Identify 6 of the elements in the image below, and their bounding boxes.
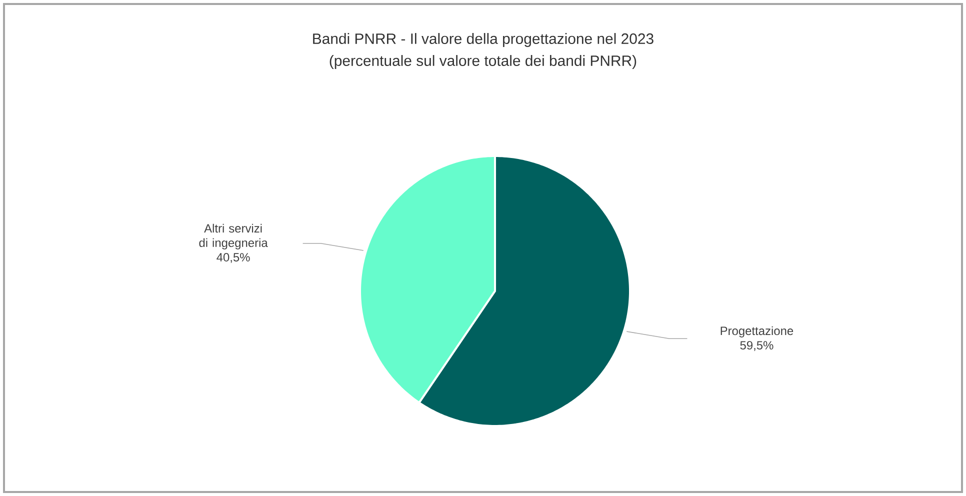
slice-label: Progettazione — [720, 326, 794, 338]
data-label: 40,5% — [216, 253, 250, 263]
chart-title: Bandi PNRR - Il valore della progettazione nel 2023 — [313, 33, 654, 47]
slice-label: Altri servizi di ingegneria — [199, 224, 268, 250]
chart-subtitle: (percentuale sul valore totale dei bandi PNRR) — [330, 55, 636, 69]
data-label: 59,5% — [740, 341, 774, 351]
